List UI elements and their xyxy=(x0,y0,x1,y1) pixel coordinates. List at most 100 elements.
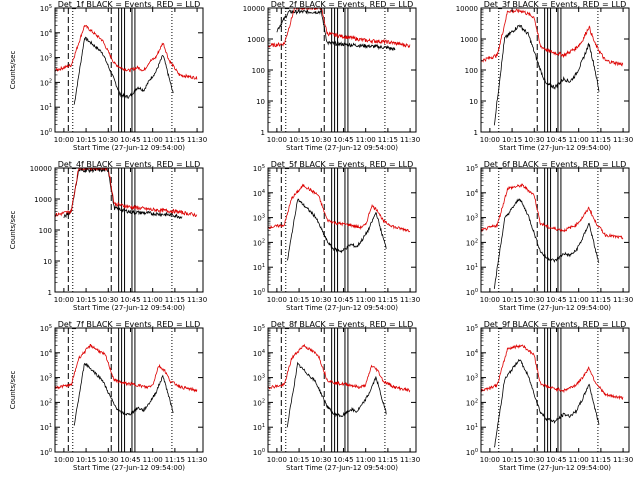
y-tick-label: 101 xyxy=(253,263,265,272)
plot-frame xyxy=(54,327,204,453)
plot-frame xyxy=(480,7,630,133)
x-tick-label: 11:15 xyxy=(591,136,611,144)
x-axis-label: Start Time (27-Jun-12 09:54:00) xyxy=(499,144,611,152)
y-tick-label: 100 xyxy=(39,227,52,235)
y-tick-label: 104 xyxy=(40,349,52,358)
lld-series-line xyxy=(55,168,198,218)
x-tick-label: 11:15 xyxy=(165,296,185,304)
panel-title: Det_8f BLACK = Events, RED = LLD xyxy=(271,320,414,329)
x-tick-label: 11:00 xyxy=(143,136,163,144)
y-tick-label: 103 xyxy=(253,214,265,223)
x-tick-label: 11:30 xyxy=(187,296,207,304)
events-series-line xyxy=(493,198,600,289)
y-tick-label: 100 xyxy=(253,448,265,457)
x-tick-label: 11:00 xyxy=(569,296,589,304)
lld-series-line xyxy=(268,8,411,49)
x-tick-label: 10:30 xyxy=(98,296,118,304)
lld-series-line xyxy=(268,183,411,233)
plot-frame xyxy=(480,167,630,293)
y-tick-label: 1000 xyxy=(247,36,265,44)
y-tick-label: 104 xyxy=(253,189,265,198)
y-tick-label: 100 xyxy=(465,67,478,75)
x-tick-label: 10:30 xyxy=(311,456,331,464)
x-tick-label: 11:30 xyxy=(613,296,633,304)
plot-frame xyxy=(54,7,204,133)
y-tick-label: 10 xyxy=(43,258,52,266)
x-tick-label: 10:45 xyxy=(120,296,140,304)
lld-series-line xyxy=(55,24,198,80)
panel-title: Det_3f BLACK = Events, RED = LLD xyxy=(484,0,627,9)
y-tick-label: 10 xyxy=(256,98,265,106)
y-axis-label: Counts/sec xyxy=(9,371,17,410)
x-tick-label: 10:00 xyxy=(267,296,287,304)
y-tick-label: 102 xyxy=(40,398,52,407)
x-tick-label: 10:00 xyxy=(54,296,74,304)
y-tick-label: 105 xyxy=(253,324,265,333)
x-tick-label: 10:00 xyxy=(267,136,287,144)
panel-title: Det_6f BLACK = Events, RED = LLD xyxy=(484,160,627,169)
x-tick-label: 10:45 xyxy=(120,136,140,144)
x-tick-label: 11:30 xyxy=(187,136,207,144)
x-tick-label: 10:30 xyxy=(311,136,331,144)
lld-series-line xyxy=(481,343,624,401)
y-tick-label: 103 xyxy=(466,214,478,223)
x-tick-label: 10:30 xyxy=(524,296,544,304)
events-series-line xyxy=(493,24,600,126)
y-tick-label: 1000 xyxy=(34,196,52,204)
y-tick-label: 102 xyxy=(253,238,265,247)
events-series-line xyxy=(493,358,600,448)
x-tick-label: 10:15 xyxy=(502,456,522,464)
x-tick-label: 11:30 xyxy=(613,456,633,464)
x-axis-label: Start Time (27-Jun-12 09:54:00) xyxy=(499,304,611,312)
y-tick-label: 105 xyxy=(466,164,478,173)
y-tick-label: 102 xyxy=(253,398,265,407)
x-tick-label: 11:30 xyxy=(400,296,420,304)
x-tick-label: 10:00 xyxy=(54,136,74,144)
y-tick-label: 105 xyxy=(40,4,52,13)
plot-frame xyxy=(267,167,417,293)
events-series-line xyxy=(73,362,174,426)
x-tick-label: 10:00 xyxy=(267,456,287,464)
x-tick-label: 11:30 xyxy=(187,456,207,464)
x-axis-label: Start Time (27-Jun-12 09:54:00) xyxy=(73,144,185,152)
x-tick-label: 10:15 xyxy=(289,456,309,464)
events-series-line xyxy=(276,8,396,51)
events-series-line xyxy=(286,361,387,428)
y-tick-label: 1 xyxy=(474,129,478,137)
y-tick-label: 103 xyxy=(253,374,265,383)
x-tick-label: 10:30 xyxy=(98,456,118,464)
x-tick-label: 10:15 xyxy=(502,296,522,304)
y-tick-label: 104 xyxy=(466,189,478,198)
x-axis-label: Start Time (27-Jun-12 09:54:00) xyxy=(499,464,611,472)
y-axis-label: Counts/sec xyxy=(9,211,17,250)
y-tick-label: 104 xyxy=(40,29,52,38)
x-tick-label: 10:15 xyxy=(289,296,309,304)
x-tick-label: 10:45 xyxy=(546,456,566,464)
x-tick-label: 11:00 xyxy=(143,456,163,464)
y-tick-label: 10000 xyxy=(30,165,52,173)
y-tick-label: 101 xyxy=(253,423,265,432)
x-tick-label: 11:00 xyxy=(569,136,589,144)
y-tick-label: 101 xyxy=(40,423,52,432)
plot-frame xyxy=(480,327,630,453)
x-tick-label: 11:15 xyxy=(591,456,611,464)
x-tick-label: 11:15 xyxy=(378,136,398,144)
y-tick-label: 100 xyxy=(253,288,265,297)
y-tick-label: 102 xyxy=(466,238,478,247)
x-axis-label: Start Time (27-Jun-12 09:54:00) xyxy=(286,304,398,312)
lld-series-line xyxy=(55,343,198,393)
y-tick-label: 101 xyxy=(40,103,52,112)
events-series-line xyxy=(286,198,387,261)
plot-frame xyxy=(54,167,204,293)
x-tick-label: 10:45 xyxy=(333,296,353,304)
x-tick-label: 10:15 xyxy=(76,456,96,464)
x-tick-label: 11:00 xyxy=(569,456,589,464)
